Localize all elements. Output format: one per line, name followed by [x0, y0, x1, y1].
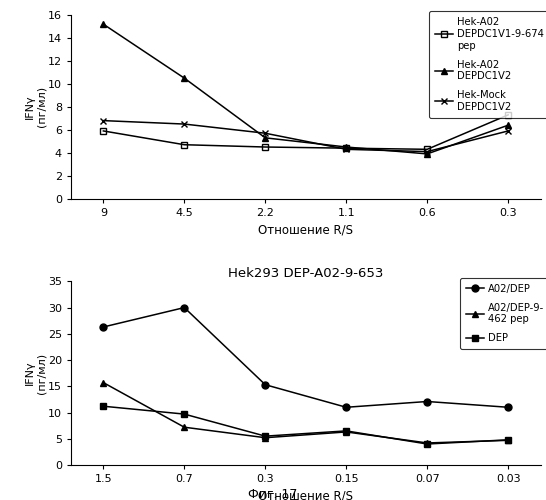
Hek-A02
DEPDC1V2 [424, 151, 430, 157]
DEP [100, 403, 106, 409]
A02/DEP-9-
462 pep [424, 440, 430, 446]
Line: Hek-A02
DEPDC1V1-9-674
pep: Hek-A02 DEPDC1V1-9-674 pep [100, 112, 512, 153]
Y-axis label: IFNγ
(пг/мл): IFNγ (пг/мл) [25, 352, 46, 394]
DEP [262, 433, 269, 439]
A02/DEP [100, 324, 106, 330]
A02/DEP-9-
462 pep [343, 429, 349, 435]
Text: Фиг. 17: Фиг. 17 [248, 488, 298, 500]
Hek-A02
DEPDC1V1-9-674
pep [262, 144, 269, 150]
Line: A02/DEP: A02/DEP [100, 304, 512, 410]
Hek-A02
DEPDC1V1-9-674
pep [343, 145, 349, 151]
Hek-Mock
DEPDC1V2 [505, 128, 512, 134]
Hek-A02
DEPDC1V2 [100, 21, 106, 27]
Hek-Mock
DEPDC1V2 [424, 148, 430, 154]
A02/DEP [181, 304, 188, 310]
Hek-A02
DEPDC1V2 [262, 135, 269, 141]
Line: DEP: DEP [100, 403, 512, 448]
Hek-Mock
DEPDC1V2 [181, 121, 188, 127]
Line: Hek-Mock
DEPDC1V2: Hek-Mock DEPDC1V2 [100, 117, 512, 155]
Hek-Mock
DEPDC1V2 [100, 118, 106, 124]
A02/DEP-9-
462 pep [181, 424, 188, 430]
DEP [505, 437, 512, 443]
Y-axis label: IFNγ
(пг/мл): IFNγ (пг/мл) [25, 86, 46, 128]
X-axis label: Отношение R/S: Отношение R/S [258, 224, 353, 236]
DEP [343, 428, 349, 434]
A02/DEP [505, 404, 512, 410]
Line: A02/DEP-9-
462 pep: A02/DEP-9- 462 pep [100, 379, 512, 446]
DEP [424, 441, 430, 447]
Hek-A02
DEPDC1V1-9-674
pep [100, 128, 106, 134]
Legend: A02/DEP, A02/DEP-9-
462 pep, DEP: A02/DEP, A02/DEP-9- 462 pep, DEP [460, 278, 546, 349]
Legend: Hek-A02
DEPDC1V1-9-674
pep, Hek-A02
DEPDC1V2, Hek-Mock
DEPDC1V2: Hek-A02 DEPDC1V1-9-674 pep, Hek-A02 DEPD… [429, 12, 546, 118]
Hek-Mock
DEPDC1V2 [262, 130, 269, 136]
Hek-A02
DEPDC1V1-9-674
pep [424, 146, 430, 152]
Title: Hek293 DEP-A02-9-653: Hek293 DEP-A02-9-653 [228, 267, 383, 280]
A02/DEP-9-
462 pep [262, 434, 269, 440]
Hek-A02
DEPDC1V1-9-674
pep [181, 142, 188, 148]
Hek-Mock
DEPDC1V2 [343, 146, 349, 152]
Hek-A02
DEPDC1V1-9-674
pep [505, 112, 512, 118]
DEP [181, 411, 188, 417]
Hek-A02
DEPDC1V2 [343, 144, 349, 150]
Hek-A02
DEPDC1V2 [505, 122, 512, 128]
A02/DEP-9-
462 pep [505, 438, 512, 444]
A02/DEP [262, 382, 269, 388]
A02/DEP [424, 398, 430, 404]
A02/DEP-9-
462 pep [100, 380, 106, 386]
Hek-A02
DEPDC1V2 [181, 75, 188, 81]
A02/DEP [343, 404, 349, 410]
X-axis label: Отношение R/S: Отношение R/S [258, 490, 353, 500]
Line: Hek-A02
DEPDC1V2: Hek-A02 DEPDC1V2 [100, 20, 512, 158]
